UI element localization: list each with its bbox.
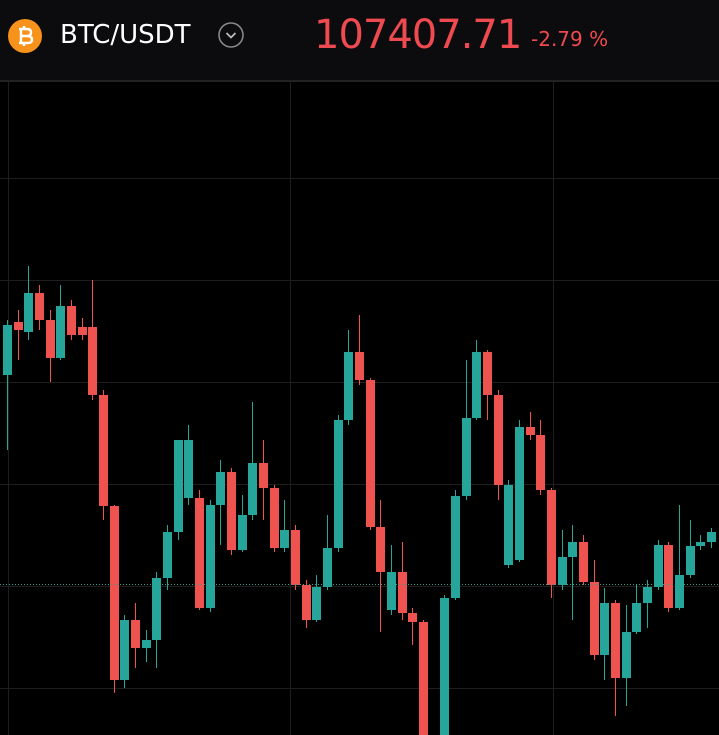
candle-body [376, 527, 385, 572]
candle-body [536, 435, 545, 490]
candle-body [120, 620, 129, 680]
candle-body [408, 613, 417, 622]
candle-body [398, 572, 407, 613]
candle-body [270, 488, 279, 548]
candle-body [611, 603, 620, 678]
candle-body [707, 532, 716, 542]
candle-body [216, 472, 225, 505]
candle-body [622, 632, 631, 678]
candle-body [323, 548, 332, 587]
candle-body [56, 306, 65, 358]
candle-body [568, 542, 577, 557]
candle-body [643, 587, 652, 603]
candle-body [206, 505, 215, 608]
candle-body [312, 587, 321, 620]
candle-body [632, 603, 641, 632]
dropdown[interactable] [218, 22, 244, 48]
candle-body [280, 530, 289, 548]
candle-body [24, 293, 33, 332]
candle-body [675, 575, 684, 608]
pair[interactable]: BTC/USDT [60, 20, 191, 50]
candle-body [142, 640, 151, 648]
candle-body [440, 598, 449, 735]
chart [0, 82, 719, 735]
candle-body [387, 572, 396, 610]
candle-body [686, 546, 695, 575]
candle-body [504, 485, 513, 565]
candle-body [462, 418, 471, 496]
candle-body [579, 542, 588, 582]
candle-body [238, 515, 247, 550]
price: 107407.71 [314, 12, 522, 58]
candle-body [547, 490, 556, 585]
candle-body [451, 496, 460, 598]
header: BTC/USDT 107407.71 -2.79 % [0, 0, 719, 82]
candle-body [334, 420, 343, 548]
candle-body [654, 545, 663, 587]
candle-body [184, 440, 193, 498]
change: -2.79 % [531, 27, 609, 51]
candle-body [600, 603, 609, 655]
candle-body [558, 557, 567, 585]
candle-body [515, 427, 524, 560]
candle-body [259, 463, 268, 488]
candle-body [195, 498, 204, 608]
candle-body [3, 325, 12, 375]
candle-body [46, 320, 55, 358]
candle-body [291, 530, 300, 585]
candle-body [419, 622, 428, 735]
candle-body [110, 506, 119, 680]
candle-body [67, 306, 76, 335]
candle-body [472, 352, 481, 418]
candle-body [152, 578, 161, 640]
candle-body [14, 322, 23, 330]
candle-body [131, 620, 140, 648]
candle-body [248, 463, 257, 515]
candle-body [99, 395, 108, 506]
candle-body [696, 542, 705, 546]
candle-body [366, 380, 375, 527]
candle-body [163, 532, 172, 578]
candle-body [664, 545, 673, 608]
candle-body [494, 395, 503, 485]
candle-body [526, 427, 535, 435]
candle-body [344, 352, 353, 420]
candle-body [302, 585, 311, 620]
candle-body [88, 327, 97, 395]
candle-body [78, 327, 87, 335]
candle-body [590, 582, 599, 655]
candle-body [174, 440, 183, 532]
candle-body [35, 293, 44, 320]
candle-body [227, 472, 236, 550]
candle-body [483, 352, 492, 395]
candle-body [355, 352, 364, 380]
coin-icon [8, 19, 42, 53]
